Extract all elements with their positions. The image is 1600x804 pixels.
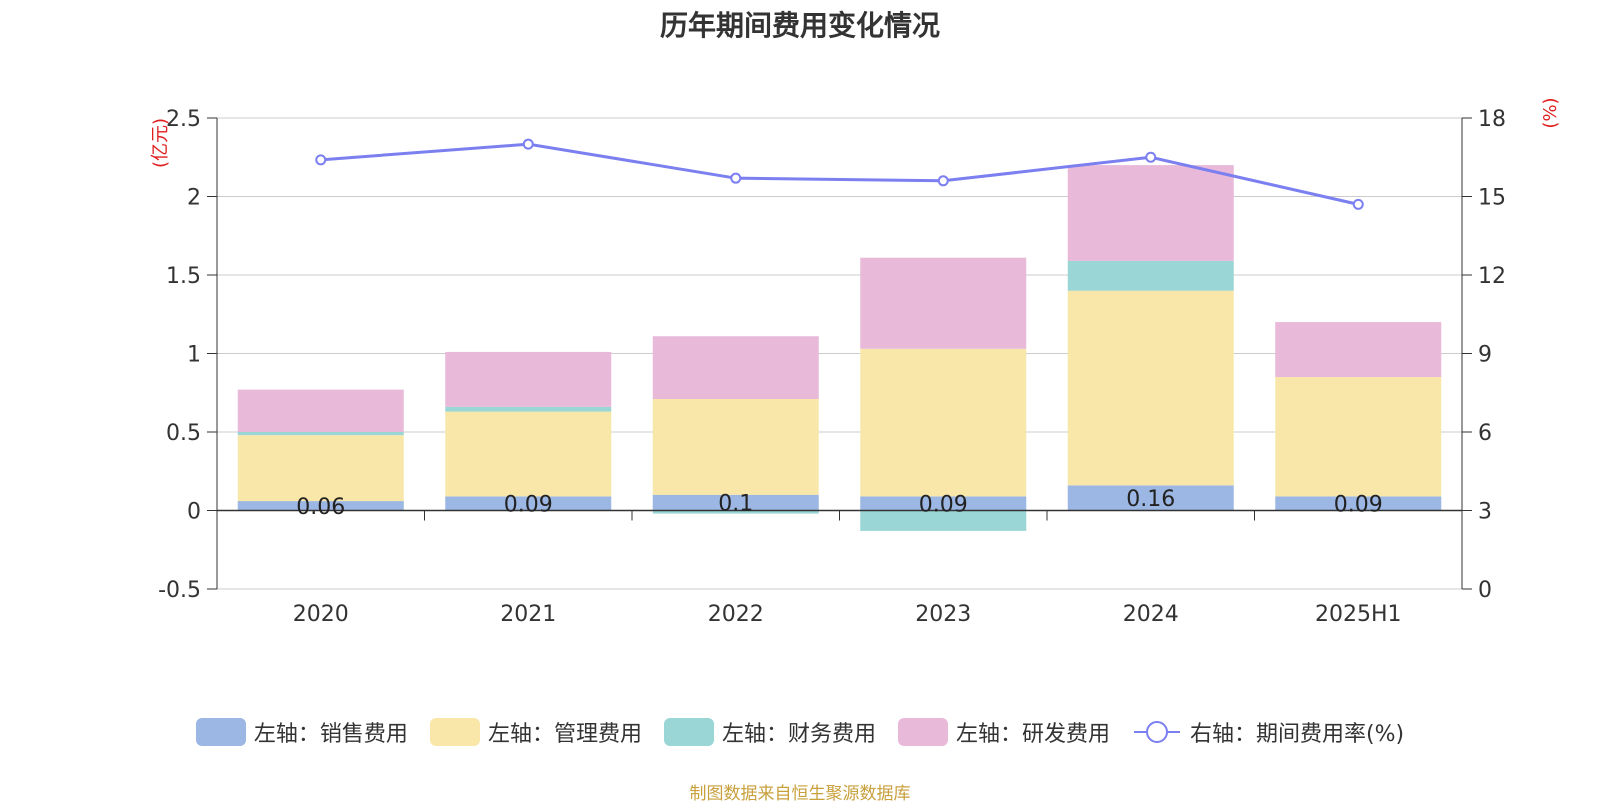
- y-right-tick-label: 9: [1478, 343, 1492, 368]
- bar-data-label: 0.16: [1126, 487, 1175, 512]
- bar-segment: [237, 501, 404, 511]
- bar-segment: [860, 257, 1027, 349]
- bar-segment: [1067, 485, 1234, 511]
- chart-legend: 左轴：销售费用 左轴：管理费用 左轴：财务费用 左轴：研发费用 右轴：期间费用率(%): [0, 716, 1600, 748]
- x-tick-label: 2023: [915, 602, 971, 627]
- y-right-tick-label: 12: [1478, 264, 1506, 289]
- x-tick-label: 2022: [708, 602, 764, 627]
- bar-segment: [652, 399, 819, 495]
- bar-segment: [1275, 377, 1442, 497]
- bar-segment: [445, 496, 612, 511]
- line-point: [315, 154, 327, 166]
- legend-swatch: [897, 718, 948, 746]
- y-left-tick-label: 1.5: [166, 264, 201, 289]
- y-left-tick-label: 2.5: [166, 107, 201, 132]
- line-point: [1352, 198, 1364, 210]
- y-left-tick-label: 2: [187, 186, 201, 211]
- line-series-rate: [320, 142, 1359, 206]
- source-note: 制图数据来自恒生聚源数据库: [689, 784, 911, 804]
- bar-data-label: 0.09: [504, 492, 553, 517]
- y-left-unit-label: (亿元): [150, 118, 171, 168]
- line-point: [1145, 151, 1157, 163]
- legend-item[interactable]: 左轴：研发费用: [897, 716, 1110, 748]
- legend-label: 左轴：研发费用: [955, 722, 1110, 747]
- bar-segment: [652, 510, 819, 514]
- bar-segment: [1067, 290, 1234, 486]
- legend-label: 左轴：管理费用: [487, 722, 642, 747]
- x-tick-label: 2025H1: [1315, 602, 1402, 627]
- bar-segment: [237, 435, 404, 502]
- y-right-tick-label: 15: [1478, 186, 1506, 211]
- bar-segment: [1275, 322, 1442, 378]
- legend-item[interactable]: 左轴：销售费用: [195, 716, 408, 748]
- legend-swatch: [195, 718, 246, 746]
- y-left-tick-label: 0: [187, 500, 201, 525]
- bar-segment: [1067, 165, 1234, 261]
- y-left-tick-label: 1: [187, 343, 201, 368]
- x-tick-label: 2024: [1123, 602, 1179, 627]
- legend-label: 右轴：期间费用率(%): [1189, 722, 1405, 747]
- bar-segment: [237, 389, 404, 432]
- bar-segment: [445, 406, 612, 412]
- y-right-tick-label: 18: [1478, 107, 1506, 132]
- line-point: [522, 138, 534, 150]
- bar-data-label: 0.09: [1334, 492, 1383, 517]
- bar-data-label: 0.09: [919, 492, 968, 517]
- y-right-unit-label: (%): [1540, 97, 1561, 128]
- bar-data-label: 0.1: [718, 492, 753, 517]
- legend-swatch: [663, 718, 714, 746]
- y-left-tick-label: -0.5: [158, 578, 201, 603]
- bar-segment: [860, 510, 1027, 531]
- bar-segment: [445, 351, 612, 407]
- legend-item[interactable]: 右轴：期间费用率(%): [1132, 716, 1404, 748]
- line-point: [937, 175, 949, 187]
- bar-data-label: 0.06: [296, 495, 345, 520]
- x-tick-label: 2020: [293, 602, 349, 627]
- bar-segment: [860, 348, 1027, 497]
- bar-segment: [237, 432, 404, 436]
- legend-item[interactable]: 左轴：管理费用: [429, 716, 642, 748]
- legend-label: 左轴：财务费用: [721, 722, 876, 747]
- bar-segment: [652, 494, 819, 511]
- bar-segment: [860, 496, 1027, 511]
- y-right-tick-label: 6: [1478, 421, 1492, 446]
- bar-segment: [1275, 496, 1442, 511]
- bar-segment: [652, 336, 819, 400]
- bar-segment: [445, 411, 612, 497]
- line-point: [730, 172, 742, 184]
- y-left-tick-label: 0.5: [166, 421, 201, 446]
- y-right-tick-label: 0: [1478, 578, 1492, 603]
- x-tick-label: 2021: [500, 602, 556, 627]
- bar-segment: [1067, 260, 1234, 291]
- y-right-tick-label: 3: [1478, 500, 1492, 525]
- legend-label: 左轴：销售费用: [253, 722, 408, 747]
- legend-swatch: [429, 718, 480, 746]
- legend-swatch: [1133, 721, 1180, 743]
- legend-item[interactable]: 左轴：财务费用: [663, 716, 876, 748]
- chart-title: 历年期间费用变化情况: [659, 9, 940, 42]
